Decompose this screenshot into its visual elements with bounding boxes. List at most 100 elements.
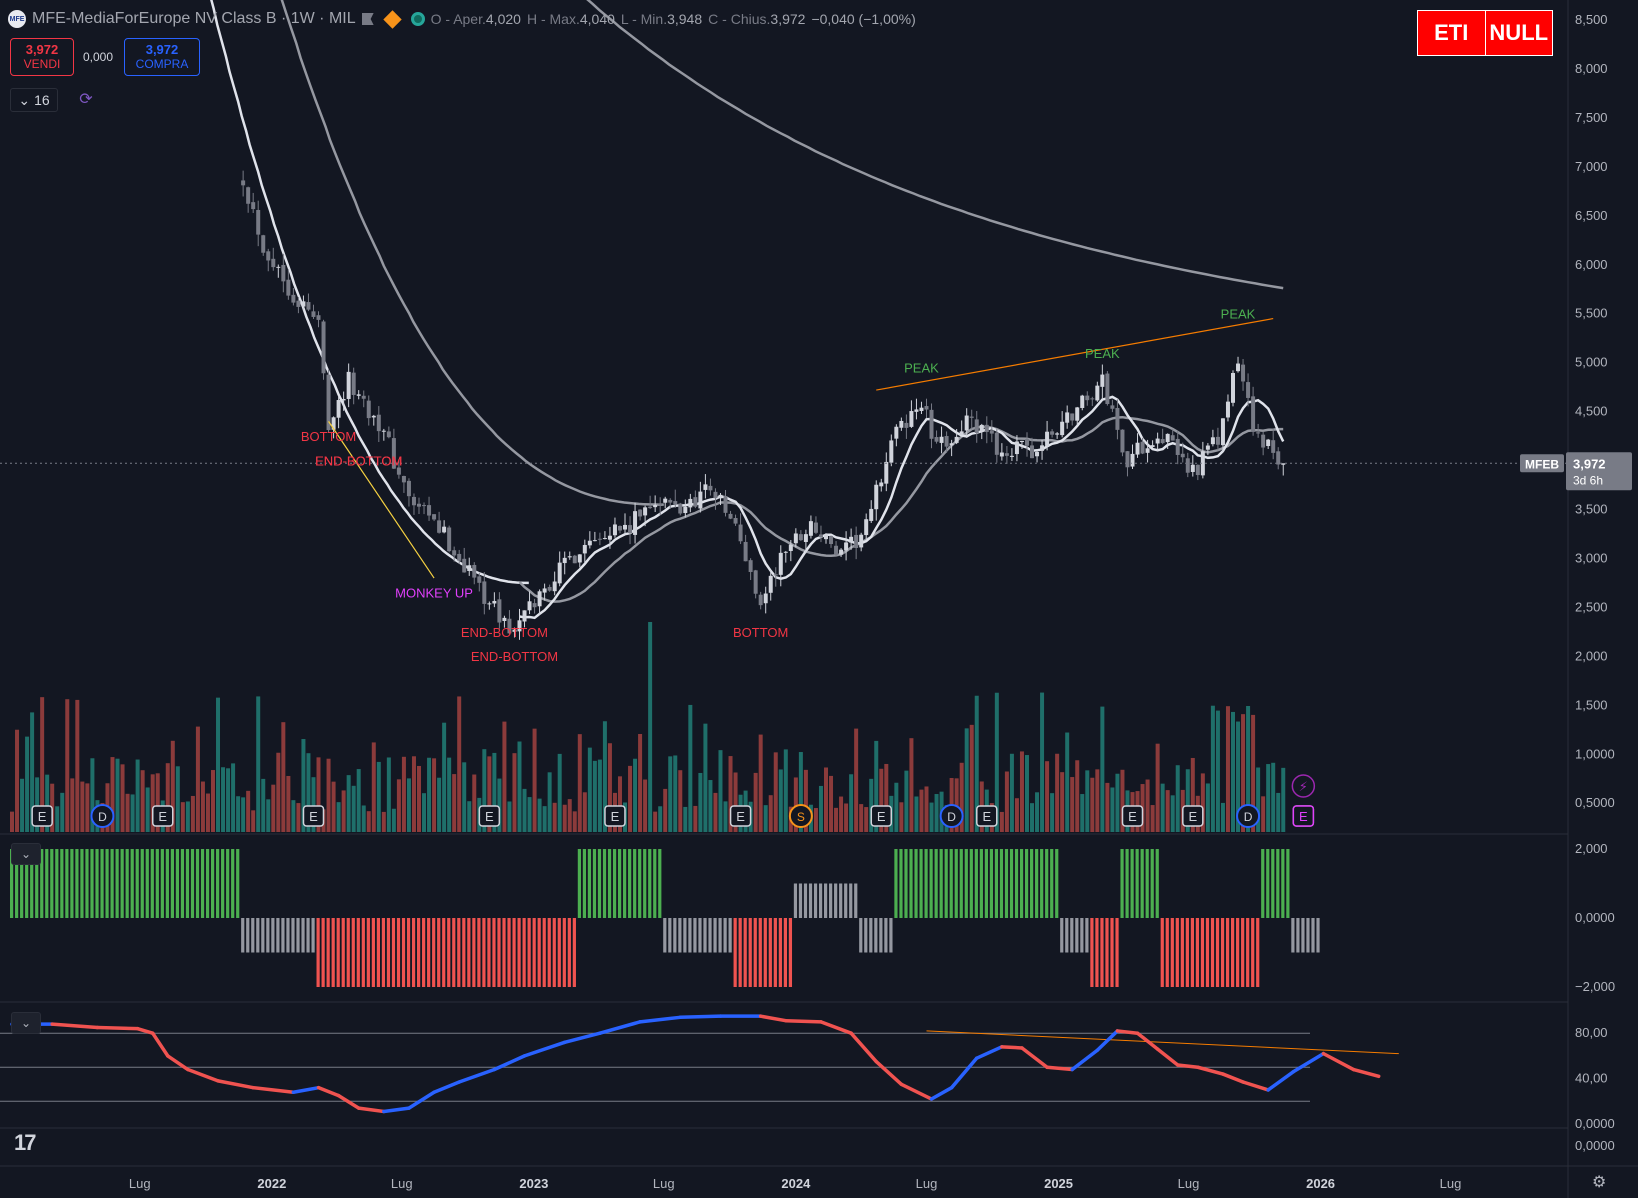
candle-body [1040,445,1045,451]
volume-bar [467,801,472,832]
oscillator-bar [216,849,220,918]
oscillator-bar [55,849,59,918]
price-axis-label: 6,000 [1575,257,1608,272]
volume-bar [1035,792,1040,832]
oscillator-bar [381,918,386,987]
candle [1125,451,1130,477]
candle-body [1090,398,1095,400]
volume-bar [411,756,416,832]
time-axis-label: 2022 [257,1176,286,1191]
collapse-oscillator-button[interactable]: ⌄ [11,843,41,865]
volume-bar [572,811,577,832]
event-marker-d[interactable]: D [939,804,964,828]
candle-body [808,521,813,536]
momentum-axis-label: 0,0000 [1575,1138,1615,1153]
event-marker-e[interactable]: E [302,805,325,827]
volume-bar [1190,757,1195,832]
oscillator-bar [1291,918,1295,953]
oscillator-bar [341,918,345,987]
volume-bar [1004,771,1009,832]
candle-body [823,534,828,540]
event-marker-e[interactable]: E [478,805,501,827]
event-marker-s[interactable]: S [788,804,813,828]
candle-body [1145,448,1150,453]
candle-body [391,438,396,469]
candle-body [251,202,256,210]
oscillator-bar [728,918,732,953]
oscillator-bar [517,918,521,987]
candle-body [869,508,874,521]
flag-icon[interactable] [361,13,374,25]
candle-body [261,235,266,253]
event-marker-e[interactable]: E [976,805,998,827]
candle [261,234,266,256]
oscillator-bar [276,918,280,953]
oscillator-bar [231,849,235,918]
volume-bar [798,752,803,832]
gear-icon[interactable]: ⚙ [1592,1174,1607,1191]
volume-bar [361,805,366,832]
price-axis: 8,500 8,000 7,500 7,000 6,500 6,000 5,500 5,000… [1575,12,1615,1153]
candle-body [989,430,994,434]
event-marker-e[interactable]: E [1121,805,1144,827]
symbol-title[interactable]: MFE-MediaForEurope NV Class B · 1W · MIL [32,10,356,27]
event-marker-e[interactable]: E [151,805,174,827]
candle-body [864,519,869,536]
candle [406,478,411,507]
oscillator-bar [452,918,456,987]
buy-button[interactable]: 3,972 COMPRA [124,38,200,76]
oscillator-bar [60,849,64,918]
candle [492,592,497,608]
diamond-icon[interactable] [382,9,402,29]
candle-body [1195,464,1200,476]
candle-body [1100,374,1105,387]
volume-bar [90,758,95,832]
candle-body [1185,458,1190,473]
annotation-label: PEAK [1085,346,1120,361]
sync-icon[interactable]: ⟳ [79,91,93,108]
oscillator-bar [236,849,240,918]
candle-body [904,422,909,428]
candle [502,615,507,628]
interval-selector[interactable]: ⌄ 16 [10,88,58,112]
sell-button[interactable]: 3,972 VENDI [10,38,74,76]
candle-body [969,416,974,418]
event-marker-e[interactable]: E [1182,805,1204,827]
event-marker-e[interactable]: E [604,805,626,827]
tradingview-logo[interactable]: 17 [14,1130,37,1155]
candle-body [944,436,949,447]
candle-body [597,538,602,540]
event-marker-e[interactable]: E [1292,805,1315,827]
volume-bar [1050,793,1055,832]
candle [381,428,386,441]
volume-bar [507,801,512,832]
collapse-momentum-button[interactable]: ⌄ [11,1012,41,1034]
event-marker-d[interactable]: D [1236,804,1261,828]
candle-body [1205,445,1210,450]
volume-bar [1276,792,1281,832]
volume-bar [231,763,236,832]
momentum-segment [1070,1048,1100,1072]
event-marker-e[interactable]: E [31,805,53,827]
oscillator-bar [1190,918,1195,987]
event-marker-e[interactable]: E [870,805,893,827]
candle-body [1175,438,1180,455]
candle [829,535,834,548]
momentum-segment [638,1015,683,1024]
candle-body [1130,453,1135,467]
candle [552,571,557,596]
candle [1185,452,1190,478]
candle-body [688,498,693,508]
momentum-trendline [926,1030,1399,1055]
volume-bar [1030,803,1035,832]
volume-bar [537,798,542,832]
candle-body [844,542,849,551]
candle-body [763,593,768,604]
momentum-segment [50,1022,100,1030]
event-marker-d[interactable]: D [90,804,115,828]
event-marker-e[interactable]: E [729,805,752,827]
lightning-icon[interactable]: ⚡ [1291,774,1316,798]
volume-bar [381,811,386,832]
candle-body [1225,401,1230,418]
